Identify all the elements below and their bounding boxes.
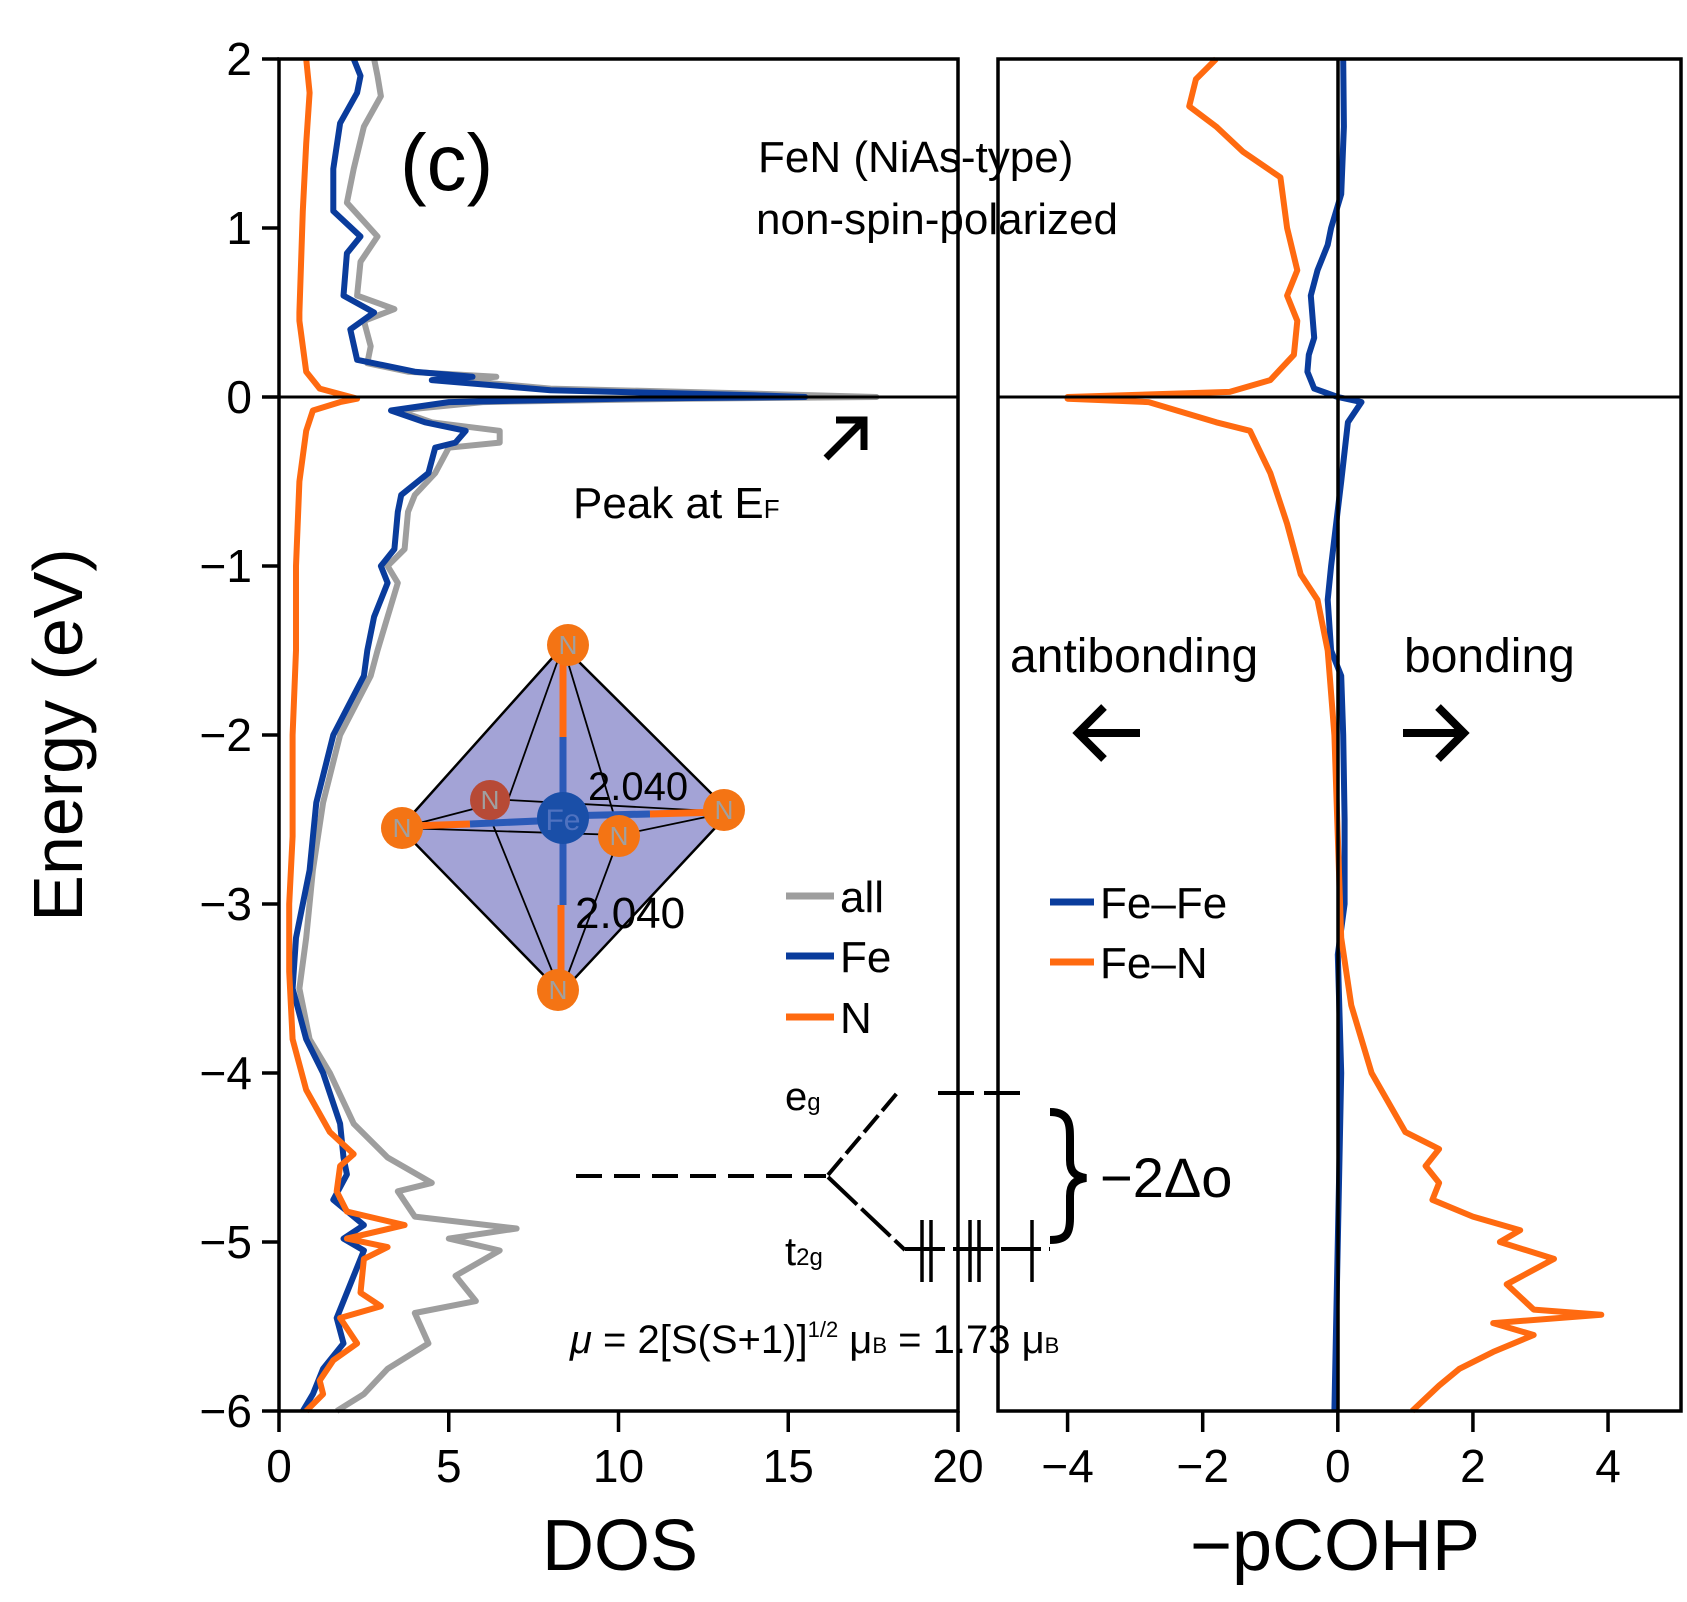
antibonding-label: antibonding — [1010, 630, 1258, 683]
atom-n-label-back: N — [481, 785, 500, 815]
y-tick-label: −4 — [200, 1047, 252, 1099]
legend-label-fe: Fe — [840, 933, 891, 982]
moment-exp: 1/2 — [808, 1317, 839, 1342]
peak-text: Peak at E — [573, 479, 764, 528]
dos-x-tick-label: 15 — [763, 1440, 814, 1492]
bonding-label: bonding — [1404, 630, 1575, 683]
atom-n-left — [381, 807, 423, 849]
moment-eq2: = 1.73 μ — [887, 1318, 1045, 1362]
cohp-x-ticks: −4 −2 0 2 4 — [1041, 1411, 1621, 1492]
panel-label: (c) — [400, 118, 493, 207]
dos-series-n — [286, 58, 408, 1414]
dos-x-tick-label: 10 — [593, 1440, 644, 1492]
dos-curves — [286, 57, 880, 1414]
cohp-panel: −4 −2 0 2 4 — [996, 56, 1683, 1492]
dos-series-fe — [289, 57, 809, 1413]
fen6-octahedron-inset: Fe N N N N N N 2.040 2.040 — [381, 624, 745, 1011]
atom-n-top — [547, 624, 589, 666]
legend-label-all: all — [840, 873, 884, 922]
cohp-curves — [1064, 56, 1605, 1414]
moment-B1: B — [872, 1333, 887, 1358]
cohp-x-tick-label: −4 — [1041, 1440, 1093, 1492]
atom-n-label-right: N — [715, 795, 734, 825]
atom-n-back — [470, 780, 510, 820]
dos-legend: all Fe N — [786, 873, 891, 1043]
eg-label: eg — [785, 1075, 821, 1119]
dos-panel: 210−1−2−3−4−5−6 0 5 10 15 20 — [200, 33, 984, 1492]
x-axis-label-cohp: −pCOHP — [1190, 1506, 1480, 1586]
y-tick-label: −3 — [200, 878, 252, 930]
dos-x-tick-label: 20 — [932, 1440, 983, 1492]
peak-subscript: F — [764, 494, 780, 524]
t2g-label: t2g — [785, 1230, 823, 1274]
atom-n-front — [598, 815, 640, 857]
cohp-x-tick-label: 2 — [1460, 1440, 1486, 1492]
magnetic-moment-formula: μ = 2[S(S+1)]1/2 μB = 1.73 μB — [569, 1317, 1059, 1362]
axis-break-gap — [962, 130, 994, 280]
split-line-down — [826, 1175, 907, 1252]
dos-x-tick-label: 0 — [266, 1440, 292, 1492]
eg-main: e — [785, 1075, 807, 1119]
y-axis-label: Energy (eV) — [19, 548, 97, 921]
moment-muB1: μ — [838, 1318, 872, 1362]
y-tick-label: 1 — [226, 202, 252, 254]
atom-fe-label: Fe — [545, 804, 580, 837]
arrow-right-icon — [1403, 704, 1470, 762]
legend-label-fefe: Fe–Fe — [1100, 879, 1227, 928]
cohp-x-tick-label: −2 — [1176, 1440, 1228, 1492]
moment-eq1: = 2[S(S+1)] — [592, 1318, 808, 1362]
moment-mu: μ — [569, 1318, 592, 1362]
dos-y-ticks: 2 1 0 −1 −2 −3 −4 −5 −6 — [200, 33, 279, 1437]
dos-x-ticks: 0 5 10 15 20 — [266, 1411, 984, 1492]
cohp-legend: Fe–Fe Fe–N — [1050, 879, 1227, 988]
crystal-field-diagram: eg t2g −2Δo μ = 2[S(S+1)]1/2 μB = 1.73 μ… — [569, 1075, 1232, 1362]
title-line-2: non-spin-polarized — [756, 195, 1118, 244]
atom-fe-center — [537, 792, 589, 844]
y-tick-label: −6 — [200, 1385, 252, 1437]
cohp-series-fe-fe — [1304, 58, 1365, 1412]
t2g-sub: 2g — [796, 1244, 823, 1271]
bond-length-label-2: 2.040 — [575, 889, 685, 938]
cohp-series-fe-n — [1064, 56, 1605, 1414]
y-tick-label: 2 — [226, 33, 252, 85]
dos-x-tick-label: 5 — [436, 1440, 462, 1492]
atom-n-label-front: N — [610, 821, 629, 851]
x-axis-label-dos: DOS — [542, 1506, 698, 1586]
atom-n-label-left: N — [393, 813, 412, 843]
splitting-label: −2Δo — [1100, 1146, 1232, 1209]
cohp-x-tick-label: 0 — [1325, 1440, 1351, 1492]
dos-series-all — [296, 58, 880, 1414]
y-tick-label: −2 — [200, 709, 252, 761]
moment-B2: B — [1045, 1333, 1060, 1358]
atom-n-right — [703, 789, 745, 831]
electron-spins-icon — [920, 1220, 1034, 1282]
cohp-x-tick-label: 4 — [1595, 1440, 1621, 1492]
bond-length-label-1: 2.040 — [588, 765, 688, 809]
y-tick-label: −1 — [200, 540, 252, 592]
title-line-1: FeN (NiAs-type) — [758, 133, 1073, 182]
cohp-frame — [996, 57, 1683, 1413]
brace-icon — [1049, 1108, 1087, 1244]
y-tick-label: 0 — [226, 371, 252, 423]
t2g-main: t — [785, 1230, 796, 1274]
arrow-left-icon — [1072, 704, 1140, 762]
eg-sub: g — [807, 1089, 820, 1116]
atom-n-label-top: N — [559, 630, 578, 660]
split-line-up — [826, 1090, 900, 1177]
legend-label-fen: Fe–N — [1100, 939, 1208, 988]
y-tick-label: −5 — [200, 1216, 252, 1268]
legend-label-n: N — [840, 994, 872, 1043]
peak-annotation: Peak at EF — [573, 479, 780, 528]
atom-n-label-bottom: N — [549, 975, 568, 1005]
atom-n-bottom — [537, 969, 579, 1011]
peak-arrow-icon — [823, 416, 868, 461]
